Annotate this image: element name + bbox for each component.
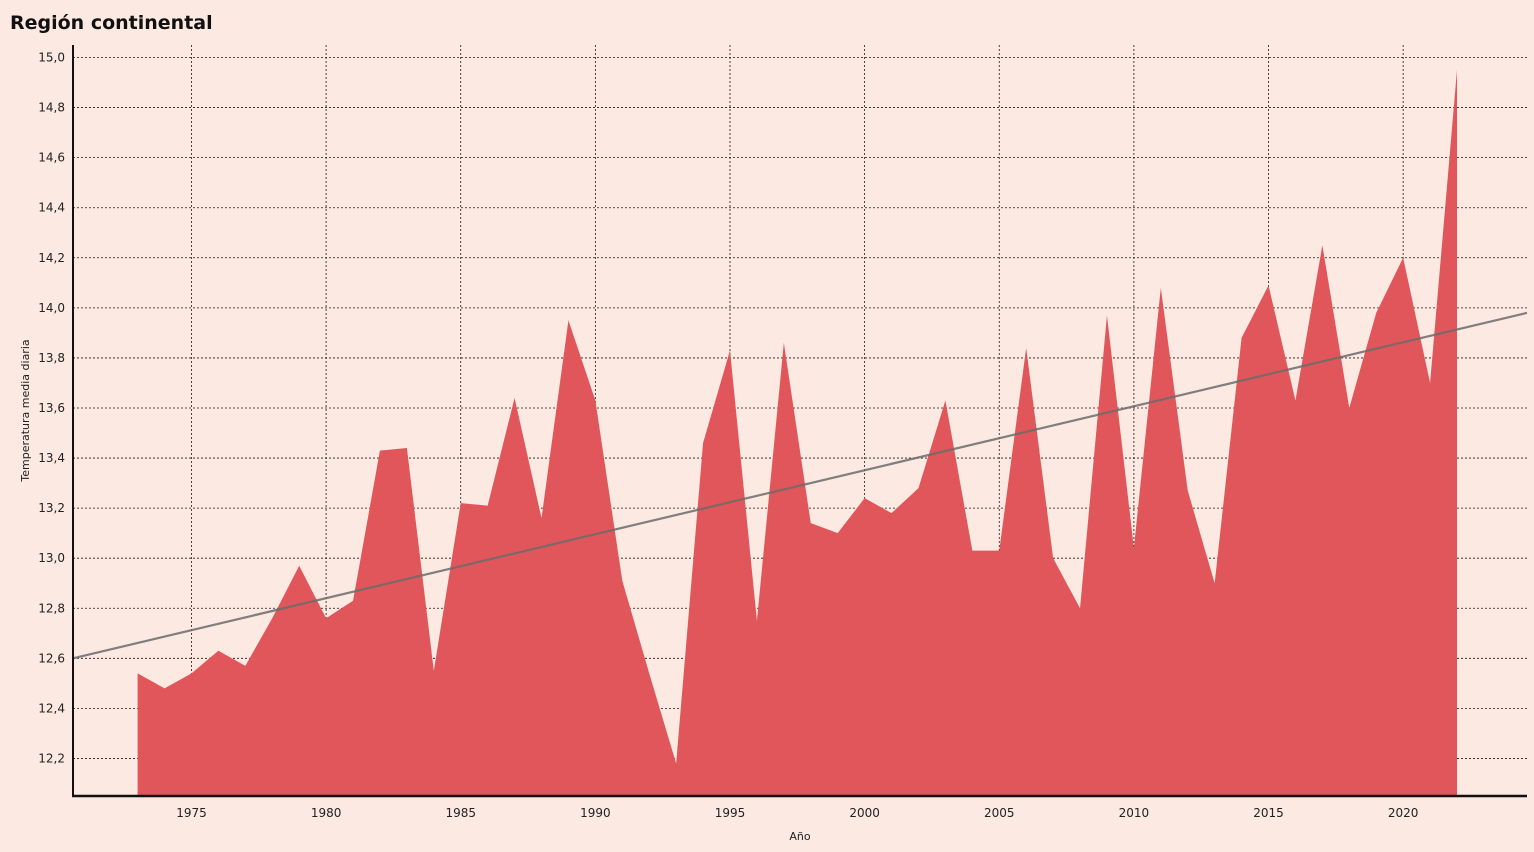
x-tick-label: 2015 [1253, 806, 1284, 820]
x-tick-label: 2005 [984, 806, 1015, 820]
axes [72, 45, 1527, 798]
x-tick-label: 1990 [580, 806, 611, 820]
trend-line [72, 311, 1528, 660]
x-tick-label: 1985 [445, 806, 476, 820]
y-tick-label: 13,2 [38, 501, 65, 515]
x-tick-label: 2000 [849, 806, 880, 820]
y-tick-label: 12,6 [38, 651, 65, 665]
y-tick-label: 14,0 [38, 301, 65, 315]
x-tick-label: 1980 [311, 806, 342, 820]
trend-line-group [72, 311, 1528, 660]
y-tick-label: 15,0 [38, 51, 65, 65]
y-tick-label: 13,0 [38, 551, 65, 565]
y-tick-label: 13,4 [38, 451, 65, 465]
y-axis-ticks: 12,2 12,4 12,6 12,8 13,0 13,2 13,4 13,6 13,8 14,0… [38, 51, 65, 766]
area-series [137, 69, 1458, 797]
y-tick-label: 14,4 [38, 201, 65, 215]
y-tick-label: 14,6 [38, 151, 65, 165]
y-tick-label: 12,4 [38, 701, 65, 715]
x-tick-label: 1975 [176, 806, 207, 820]
y-tick-label: 14,8 [38, 101, 65, 115]
x-axis-ticks: 1975 1980 1985 1990 1995 2000 2005 2010 2015 2020 [176, 806, 1418, 820]
y-tick-label: 13,6 [38, 401, 65, 415]
y-axis-label: Temperatura media diaria [19, 339, 32, 482]
x-tick-label: 1995 [715, 806, 746, 820]
y-tick-label: 13,8 [38, 351, 65, 365]
y-tick-label: 12,8 [38, 601, 65, 615]
y-tick-label: 12,2 [38, 751, 65, 765]
x-axis-label: Año [789, 830, 810, 843]
chart-title: Región continental [10, 12, 213, 34]
x-tick-label: 2010 [1119, 806, 1150, 820]
y-tick-label: 14,2 [38, 251, 65, 265]
x-tick-label: 2020 [1388, 806, 1419, 820]
temperature-area [137, 70, 1457, 797]
